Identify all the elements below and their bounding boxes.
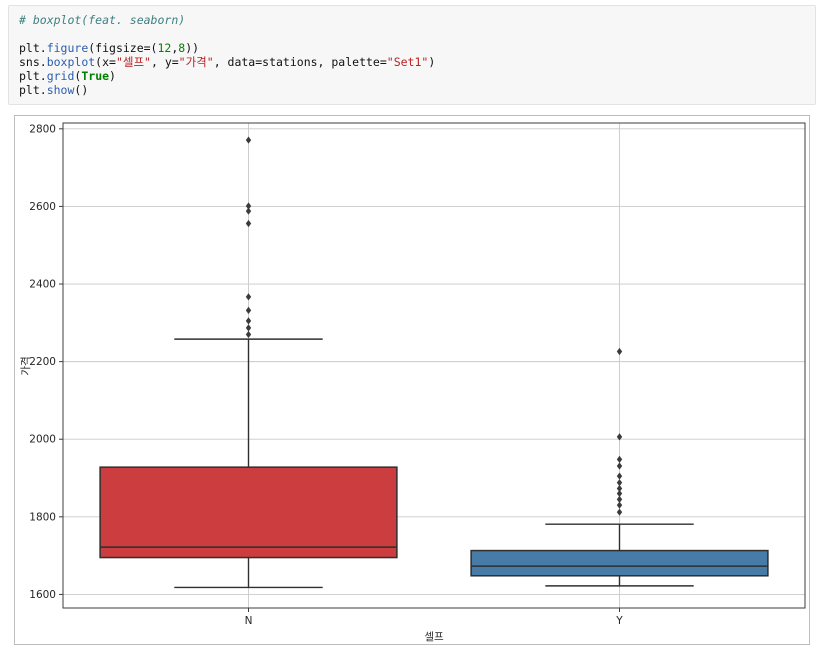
axes-frame [62, 122, 806, 609]
outlier-point [616, 455, 623, 463]
outlier-point [616, 495, 623, 503]
outlier-point [245, 306, 252, 315]
code-token-plain: ) [109, 69, 116, 83]
outlier-point [245, 330, 252, 339]
outlier-point [245, 207, 252, 215]
x-tick-label: Y [615, 615, 623, 627]
outlier-point [616, 433, 623, 441]
outlier-point [245, 202, 252, 210]
code-token-string: "Set1" [386, 55, 429, 69]
code-line: plt.figure(figsize=(12,8)) [19, 41, 805, 55]
figure-output: 셀프 가격 1600 1800 2000 2200 2400 2600 2800 N Y [14, 115, 810, 645]
code-token-string: "가격" [178, 55, 214, 69]
code-token-func: grid [46, 69, 75, 83]
y-tick-label: 2000 [29, 434, 56, 446]
boxplot-chart: 셀프 가격 1600 1800 2000 2200 2400 2600 2800 N Y [19, 122, 806, 643]
outlier-point [616, 508, 623, 516]
code-cell[interactable]: # boxplot(feat. seaborn) plt.figure(figs… [8, 5, 816, 105]
outlier-point [616, 501, 623, 509]
code-token-plain: plt. [19, 41, 47, 55]
code-token-plain: plt. [19, 83, 47, 97]
box-Y [470, 549, 769, 577]
code-token-number: 12 [157, 41, 172, 55]
code-token-plain: sns. [19, 55, 47, 69]
code-token-plain: (x= [95, 55, 116, 69]
code-token-plain: , data=stations, palette= [213, 55, 387, 69]
outlier-point [245, 324, 252, 332]
code-line [19, 27, 805, 41]
code-token-plain: , [171, 41, 179, 55]
code-line: plt.grid(True) [19, 69, 805, 83]
box-N [99, 466, 398, 559]
code-line: # boxplot(feat. seaborn) [19, 13, 805, 27]
code-line: plt.show() [19, 83, 805, 97]
y-tick-label: 2800 [29, 123, 56, 135]
code-token-keyword: True [81, 69, 110, 83]
y-tick-label: 2600 [29, 201, 56, 213]
code-token-func: show [46, 83, 75, 97]
code-token-plain: , y= [150, 55, 179, 69]
code-token-func: figure [46, 41, 89, 55]
code-token-plain: plt. [19, 69, 47, 83]
outlier-point [616, 462, 623, 470]
x-tick-label: N [245, 615, 253, 627]
y-tick-label: 1600 [29, 589, 56, 601]
code-line: sns.boxplot(x="셀프", y="가격", data=station… [19, 55, 805, 69]
outlier-point [245, 136, 252, 144]
outlier-point [245, 317, 252, 325]
outlier-point [616, 479, 623, 487]
code-token-plain: ) [428, 55, 436, 69]
outlier-point [616, 472, 623, 480]
x-axis-label: 셀프 [424, 631, 444, 643]
code-token-plain: (figsize=( [88, 41, 158, 55]
outlier-point [616, 347, 623, 356]
y-tick-label: 1800 [29, 511, 56, 523]
code-token-func: boxplot [46, 55, 96, 69]
code-token-plain: )) [185, 41, 200, 55]
code-token-plain: () [74, 83, 89, 97]
outlier-point [245, 293, 252, 301]
y-axis-label: 가격 [19, 356, 32, 375]
code-token-number: 8 [178, 41, 186, 55]
code-token-string: "셀프" [115, 55, 151, 69]
code-token-plain: ( [74, 69, 82, 83]
code-token-comment: # boxplot(feat. seaborn) [19, 13, 186, 27]
outlier-point [245, 219, 252, 228]
outlier-point [616, 489, 623, 498]
y-tick-label: 2400 [29, 279, 56, 291]
y-tick-label: 2200 [29, 356, 56, 368]
outlier-point [616, 484, 623, 493]
